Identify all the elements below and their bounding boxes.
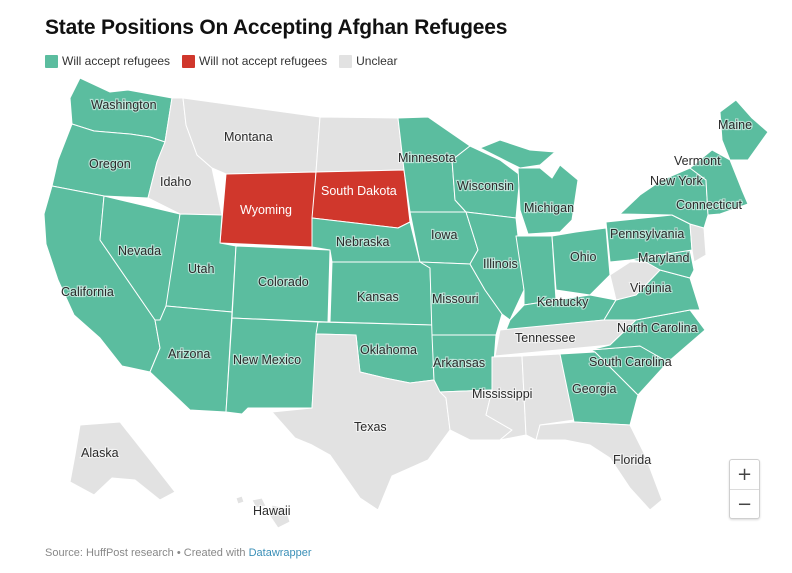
label-arizona: Arizona [168, 347, 210, 361]
state-alaska[interactable] [69, 421, 176, 501]
state-north-dakota[interactable] [315, 116, 405, 173]
label-tennessee: Tennessee [515, 331, 576, 345]
label-minnesota: Minnesota [398, 151, 456, 165]
datawrapper-link[interactable]: Datawrapper [248, 547, 312, 559]
label-washington: Washington [91, 98, 157, 112]
state-hawaii-1[interactable] [235, 495, 245, 505]
legend-label-accept: Will accept refugees [62, 54, 171, 68]
label-idaho: Idaho [160, 175, 191, 189]
state-new-jersey[interactable] [689, 223, 707, 263]
state-michigan[interactable] [517, 164, 579, 235]
label-wyoming: Wyoming [240, 203, 292, 217]
label-colorado: Colorado [258, 275, 309, 289]
state-hawaii-2[interactable] [251, 497, 267, 509]
legend-swatch-reject [182, 54, 196, 68]
zoom-out-button[interactable]: − [730, 490, 759, 519]
label-montana: Montana [224, 130, 273, 144]
state-hawaii-3[interactable] [269, 504, 291, 529]
label-new-york: New York [650, 174, 704, 188]
label-maine: Maine [718, 118, 752, 132]
label-connecticut: Connecticut [676, 198, 743, 212]
legend-item-unclear: Unclear [339, 54, 397, 68]
legend-item-reject: Will not accept refugees [182, 54, 327, 68]
map-title: State Positions On Accepting Afghan Refu… [45, 16, 508, 39]
label-hawaii: Hawaii [253, 504, 291, 518]
label-maryland: Maryland [638, 251, 689, 265]
label-virginia: Virginia [630, 281, 672, 295]
state-florida[interactable] [535, 421, 663, 511]
legend-swatch-accept [45, 54, 58, 68]
label-alaska: Alaska [81, 446, 119, 460]
label-iowa: Iowa [431, 228, 457, 242]
label-north-carolina: North Carolina [617, 321, 698, 335]
zoom-control: + − [729, 459, 760, 519]
label-nevada: Nevada [118, 244, 161, 258]
label-south-carolina: South Carolina [589, 355, 672, 369]
legend-label-reject: Will not accept refugees [199, 54, 328, 68]
label-vermont: Vermont [674, 154, 721, 168]
label-mississippi: Mississippi [472, 387, 532, 401]
label-kansas: Kansas [357, 290, 399, 304]
label-south-dakota: South Dakota [321, 184, 397, 198]
label-oregon: Oregon [89, 157, 131, 171]
label-new-mexico: New Mexico [233, 353, 301, 367]
label-oklahoma: Oklahoma [360, 343, 417, 357]
state-wisconsin[interactable] [451, 145, 521, 219]
legend-swatch-unclear [339, 54, 353, 68]
state-maine[interactable] [719, 99, 769, 161]
label-texas: Texas [354, 420, 387, 434]
label-michigan: Michigan [524, 201, 574, 215]
source-text: Source: HuffPost research • Created with [45, 547, 249, 559]
label-utah: Utah [188, 262, 214, 276]
state-new-england[interactable] [689, 149, 749, 216]
label-kentucky: Kentucky [537, 295, 589, 309]
label-california: California [61, 285, 114, 299]
zoom-in-button[interactable]: + [730, 460, 759, 489]
zoom-divider [730, 489, 759, 490]
label-missouri: Missouri [432, 292, 479, 306]
label-wisconsin: Wisconsin [457, 179, 514, 193]
label-georgia: Georgia [572, 382, 617, 396]
source-note: Source: HuffPost research • Created with… [45, 547, 312, 559]
label-nebraska: Nebraska [336, 235, 390, 249]
label-pennsylvania: Pennsylvania [610, 227, 684, 241]
label-illinois: Illinois [483, 257, 518, 271]
legend: Will accept refugees Will not accept ref… [45, 54, 409, 68]
label-florida: Florida [613, 453, 651, 467]
label-ohio: Ohio [570, 250, 596, 264]
state-michigan-up[interactable] [479, 139, 556, 169]
state-georgia[interactable] [559, 351, 639, 426]
legend-label-unclear: Unclear [356, 54, 398, 68]
label-arkansas: Arkansas [433, 356, 485, 370]
legend-item-accept: Will accept refugees [45, 54, 170, 68]
state-texas[interactable] [271, 333, 451, 511]
